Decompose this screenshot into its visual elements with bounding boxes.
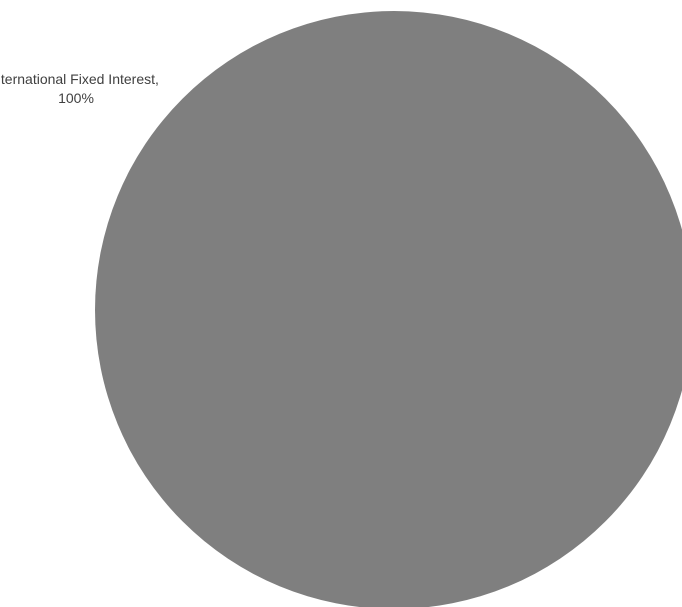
- slice-label-name: International Fixed Interest: [0, 71, 155, 87]
- slice-label-separator: ,: [155, 71, 159, 87]
- slice-label-value: 100%: [58, 90, 94, 106]
- pie-data-labels: International Fixed Interest, 100%: [0, 71, 163, 106]
- slice-data-label: International Fixed Interest, 100%: [0, 71, 163, 106]
- pie-slices: [95, 11, 682, 607]
- pie-slice-0: [95, 11, 682, 607]
